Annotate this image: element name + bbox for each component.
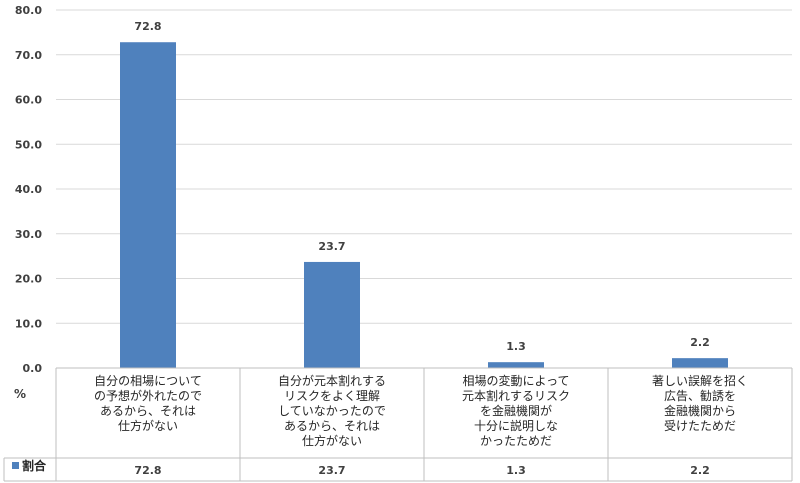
legend-series-name: 割合 (22, 458, 47, 473)
table-value-cell: 1.3 (506, 464, 526, 477)
bars (120, 42, 728, 368)
category-label-line: 自分が元本割れする (278, 373, 386, 388)
y-tick-label: 30.0 (15, 228, 42, 241)
category-label-line: 十分に説明しな (474, 418, 558, 433)
data-label: 2.2 (690, 336, 710, 349)
category-label-line: 受けたためだ (664, 419, 736, 433)
category-label-line: の予想が外れたので (94, 388, 202, 403)
y-tick-label: 20.0 (15, 273, 42, 286)
category-labels: 自分の相場についての予想が外れたのであるから、それは仕方がない自分が元本割れする… (94, 373, 748, 448)
category-label-line: 著しい誤解を招く (652, 373, 748, 388)
category-label-line: 自分の相場について (94, 374, 202, 388)
bar (488, 362, 544, 368)
table-value-cell: 23.7 (318, 464, 345, 477)
data-label: 23.7 (318, 240, 345, 253)
category-label-line: 相場の変動によって (462, 373, 569, 388)
y-tick-label: 60.0 (15, 94, 42, 107)
y-tick-label: 40.0 (15, 183, 42, 196)
category-label-line: あるから、それは (284, 419, 380, 433)
category-label-line: を金融機関が (480, 403, 552, 418)
y-tick-label: 10.0 (15, 317, 42, 330)
bar (120, 42, 176, 368)
category-label-line: 広告、勧誘を (664, 389, 736, 403)
y-axis-ticks: 0.0 10.0 20.0 30.0 40.0 50.0 60.0 70.0 80.0 (15, 4, 42, 375)
category-label-line: 金融機関から (664, 403, 736, 418)
bar (304, 261, 360, 368)
data-label: 72.8 (134, 20, 161, 33)
y-tick-label: 70.0 (15, 49, 42, 62)
category-label-line: 元本割れするリスク (462, 388, 570, 403)
y-tick-label: 50.0 (15, 138, 42, 151)
legend: 割合 (12, 458, 47, 473)
category-label-line: リスクをよく理解 (284, 389, 380, 403)
y-tick-label: 0.0 (23, 362, 43, 375)
y-tick-label: 80.0 (15, 4, 42, 17)
data-table: 72.8 23.7 1.3 2.2 (3, 367, 793, 482)
category-label-line: 仕方がない (118, 418, 178, 433)
data-labels: 72.8 23.7 1.3 2.2 (134, 20, 709, 353)
bar (672, 358, 728, 368)
category-label-line: 仕方がない (302, 433, 362, 448)
category-label-line: していなかったので (278, 404, 386, 418)
y-axis-unit-label: % (14, 387, 26, 401)
gridlines (56, 9, 792, 369)
data-label: 1.3 (506, 340, 526, 353)
table-value-cell: 2.2 (690, 464, 710, 477)
category-label-line: あるから、それは (100, 404, 196, 418)
category-label-line: かったためだ (480, 434, 552, 448)
legend-swatch (12, 462, 19, 469)
table-value-cell: 72.8 (134, 464, 161, 477)
